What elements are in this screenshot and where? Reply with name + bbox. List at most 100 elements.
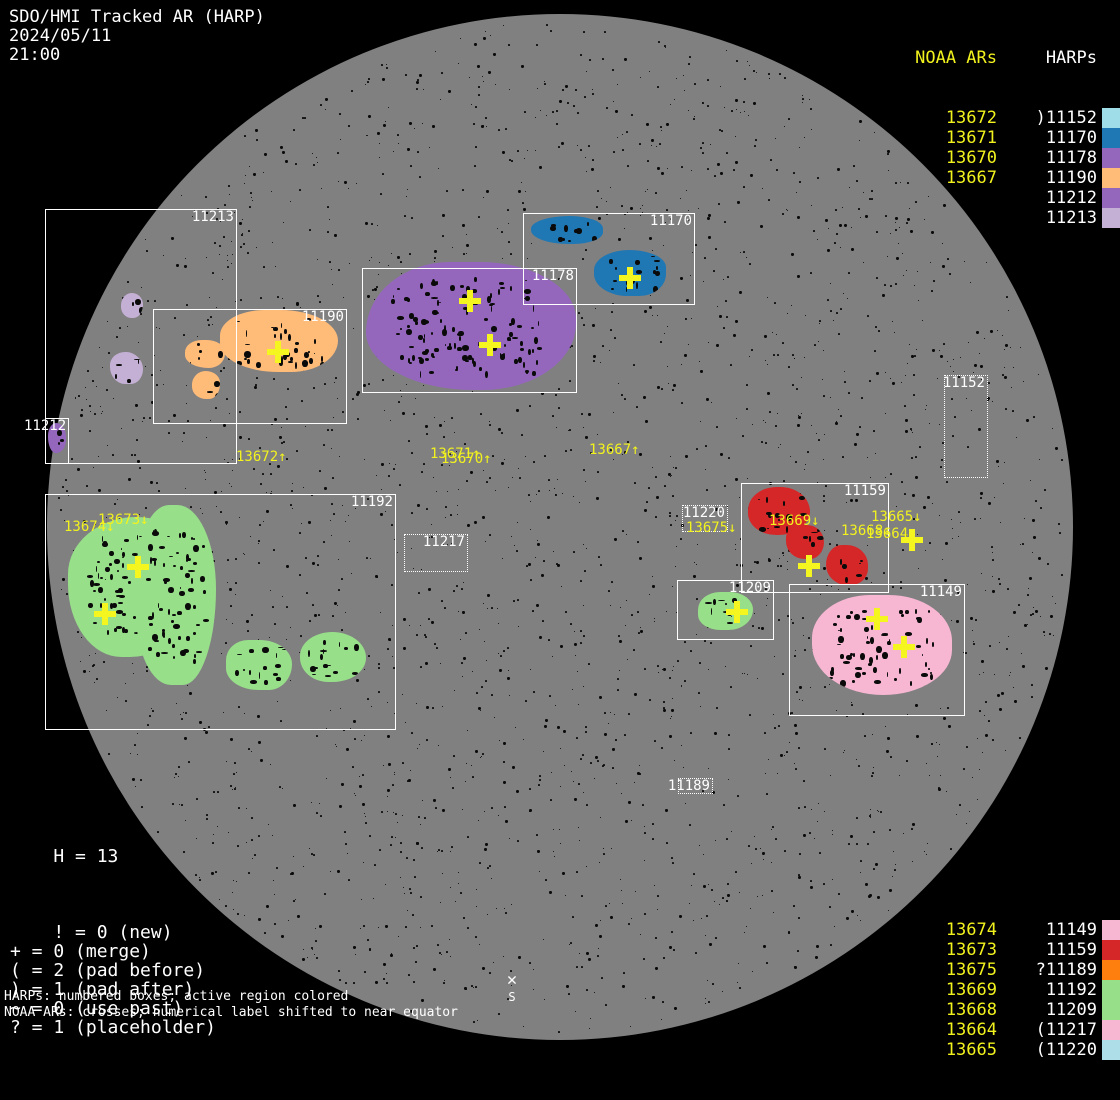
magnetogram-speck	[697, 691, 700, 694]
magnetogram-speck	[574, 797, 578, 801]
magnetogram-speck	[436, 851, 438, 853]
magnetogram-speck	[704, 257, 707, 260]
magnetogram-speck	[286, 418, 288, 421]
magnetogram-speck	[939, 423, 941, 425]
magnetogram-speck	[583, 468, 585, 471]
magnetogram-speck	[509, 252, 512, 255]
magnetogram-speck	[583, 605, 585, 606]
magnetogram-speck	[415, 397, 417, 399]
harp-box[interactable]: 11212	[24, 418, 69, 464]
magnetogram-speck	[816, 821, 818, 823]
magnetogram-speck	[143, 416, 146, 419]
magnetogram-speck	[503, 459, 505, 461]
magnetogram-speck	[155, 327, 157, 329]
magnetogram-speck	[595, 756, 599, 760]
magnetogram-speck	[893, 869, 896, 872]
magnetogram-speck	[639, 452, 643, 456]
solar-magnetogram-view: SDO/HMI Tracked AR (HARP) 2024/05/11 21:…	[4, 7, 1120, 1060]
magnetogram-speck	[380, 488, 382, 490]
magnetogram-speck	[332, 283, 334, 285]
magnetogram-speck	[634, 693, 638, 696]
magnetogram-speck	[693, 873, 696, 876]
magnetogram-speck	[972, 630, 974, 632]
magnetogram-speck	[916, 534, 918, 536]
magnetogram-speck	[451, 543, 453, 545]
magnetogram-speck	[831, 586, 833, 588]
sunspot-core	[244, 358, 247, 360]
magnetogram-speck	[568, 992, 571, 995]
harp-box[interactable]: 11170	[523, 213, 695, 305]
magnetogram-speck	[964, 261, 966, 263]
harp-box[interactable]: 11149	[789, 584, 965, 716]
magnetogram-speck	[414, 961, 417, 964]
magnetogram-speck	[450, 416, 453, 419]
magnetogram-speck	[365, 83, 366, 85]
magnetogram-speck	[337, 398, 339, 399]
magnetogram-speck	[578, 826, 580, 828]
magnetogram-speck	[943, 343, 946, 346]
footer-legend: HARPs: numbered boxes; active region col…	[4, 989, 458, 1021]
harp-box[interactable]: 11190	[153, 309, 347, 424]
magnetogram-speck	[654, 937, 657, 940]
magnetogram-speck	[425, 425, 429, 429]
magnetogram-speck	[492, 454, 495, 457]
magnetogram-speck	[597, 948, 599, 950]
magnetogram-speck	[305, 426, 307, 427]
magnetogram-speck	[698, 207, 699, 209]
magnetogram-speck	[199, 507, 201, 509]
magnetogram-speck	[931, 348, 935, 352]
magnetogram-speck	[424, 636, 427, 639]
magnetogram-speck	[755, 71, 757, 73]
magnetogram-speck	[242, 218, 244, 220]
magnetogram-speck	[947, 258, 949, 261]
magnetogram-speck	[134, 403, 138, 407]
harp-box-label: 11159	[843, 483, 886, 499]
magnetogram-speck	[300, 307, 302, 309]
magnetogram-speck	[688, 55, 691, 58]
magnetogram-speck	[601, 197, 602, 199]
magnetogram-speck	[533, 460, 535, 463]
magnetogram-speck	[597, 470, 600, 473]
magnetogram-speck	[256, 138, 259, 141]
magnetogram-speck	[655, 966, 658, 970]
harp-box[interactable]: 11189	[668, 778, 713, 794]
magnetogram-speck	[498, 623, 500, 625]
magnetogram-speck	[263, 153, 267, 157]
magnetogram-speck	[695, 563, 697, 565]
magnetogram-speck	[943, 717, 947, 720]
magnetogram-speck	[397, 821, 399, 823]
magnetogram-speck	[234, 582, 237, 585]
magnetogram-speck	[778, 557, 780, 559]
active-region-blob	[366, 262, 576, 390]
magnetogram-speck	[422, 122, 424, 124]
magnetogram-speck	[966, 446, 969, 448]
magnetogram-speck	[1043, 634, 1045, 636]
magnetogram-speck	[94, 412, 97, 415]
magnetogram-speck	[311, 603, 314, 606]
magnetogram-speck	[534, 149, 536, 151]
magnetogram-speck	[258, 562, 260, 565]
legend-noaa-id: 13668	[945, 1000, 997, 1020]
magnetogram-speck	[927, 196, 929, 198]
magnetogram-speck	[777, 619, 780, 622]
magnetogram-speck	[584, 96, 587, 99]
harp-box[interactable]: 11152	[943, 375, 988, 478]
magnetogram-speck	[386, 735, 390, 739]
magnetogram-speck	[557, 563, 561, 567]
magnetogram-speck	[449, 513, 452, 516]
magnetogram-speck	[716, 306, 718, 307]
magnetogram-speck	[556, 479, 558, 481]
magnetogram-speck	[809, 587, 811, 590]
magnetogram-speck	[819, 852, 822, 855]
magnetogram-speck	[771, 890, 774, 892]
magnetogram-speck	[232, 458, 234, 460]
magnetogram-speck	[690, 731, 693, 734]
harp-box[interactable]: 11217	[404, 534, 468, 572]
magnetogram-speck	[228, 482, 230, 484]
magnetogram-speck	[448, 938, 450, 940]
magnetogram-speck	[911, 822, 915, 826]
magnetogram-speck	[477, 819, 479, 821]
magnetogram-speck	[368, 947, 371, 950]
magnetogram-speck	[539, 636, 543, 640]
magnetogram-speck	[575, 965, 578, 968]
